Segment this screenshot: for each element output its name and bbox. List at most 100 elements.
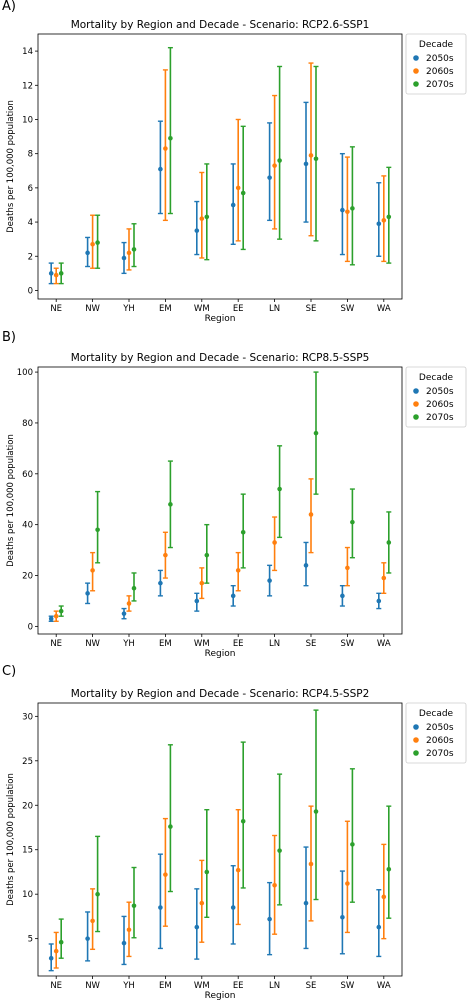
- chart1-point-2050s-EM: [158, 166, 163, 172]
- chart1-point-2050s-EE: [230, 202, 236, 208]
- chart3-ytick-label: 20: [22, 801, 33, 811]
- chart2-point-2060s-WA: [381, 575, 387, 581]
- chart1-plot-frame: [37, 33, 403, 300]
- chart3-point-2050s-YH: [121, 940, 127, 946]
- chart3-xtick-label: WM: [194, 981, 210, 991]
- chart1-point-2060s-WM: [199, 216, 205, 221]
- chart1-point-2070s-EE: [240, 190, 246, 196]
- chart1-point-2070s-YH: [131, 247, 137, 252]
- chart2-point-2070s-NE: [58, 608, 64, 614]
- panel-label-c: C): [2, 664, 17, 679]
- chart2-xtick-label: NE: [50, 639, 62, 649]
- chart1-point-2050s-LN: [267, 175, 272, 180]
- chart1-ytick-label: 14: [22, 47, 33, 57]
- chart1-point-2060s-SE: [308, 153, 314, 158]
- chart1-legend-title: Decade: [419, 40, 454, 50]
- chart3-xtick-label: EM: [159, 981, 172, 991]
- chart1-xtick-label: WA: [377, 304, 391, 314]
- chart3-point-2070s-SW: [350, 842, 355, 847]
- chart1-point-2070s-NW: [95, 240, 100, 245]
- chart1-point-2060s-NE: [53, 272, 59, 278]
- chart3-point-2060s-SE: [308, 861, 314, 867]
- chart3-point-2060s-EE: [235, 867, 241, 873]
- chart3-point-2050s-WM: [194, 924, 200, 930]
- chart3-point-2070s-SE: [313, 809, 319, 814]
- chart1-xlabel: Region: [205, 314, 236, 324]
- chart3-point-2070s-EE: [240, 818, 246, 824]
- chart2-ytick-label: 0: [28, 622, 33, 632]
- chart2-xtick-label: NW: [85, 639, 100, 649]
- chart1-point-2060s-SW: [345, 209, 350, 215]
- chart1-xtick-label: NE: [50, 304, 62, 314]
- chart2-point-2050s-SW: [340, 593, 345, 599]
- chart3-point-2070s-LN: [277, 848, 282, 853]
- chart1-ytick-label: 4: [28, 218, 33, 228]
- chart3-point-2070s-YH: [131, 903, 137, 909]
- chart2-point-2050s-WA: [376, 598, 382, 604]
- chart2-xtick-label: WM: [194, 639, 210, 649]
- chart1-point-2050s-WM: [194, 228, 200, 233]
- chart2-point-2070s-EM: [168, 502, 173, 507]
- chart2-point-2060s-NW: [90, 568, 95, 573]
- chart2-point-2070s-YH: [131, 585, 137, 591]
- chart3-point-2060s-EM: [163, 872, 168, 877]
- chart3-legend-box: [405, 702, 467, 764]
- chart1-point-2070s-WM: [204, 214, 210, 220]
- chart2-xtick-label: EM: [159, 639, 172, 649]
- chart3-xtick-label: NW: [85, 981, 100, 991]
- chart2-point-2070s-SE: [313, 430, 319, 436]
- chart2-point-2050s-EM: [158, 580, 163, 586]
- chart1-point-2060s-YH: [126, 250, 132, 256]
- chart2-legend-label-2070s: 2070s: [426, 413, 454, 423]
- chart3-xtick-label: YH: [122, 981, 135, 991]
- chart1-legend-label-2060s: 2060s: [426, 67, 454, 77]
- panel-label-b: B): [2, 330, 16, 345]
- chart1-point-2060s-EM: [163, 146, 168, 151]
- chart2-point-2070s-EE: [240, 529, 246, 535]
- chart3-point-2070s-WA: [386, 866, 392, 872]
- chart2-legend-label-2050s: 2050s: [426, 387, 454, 397]
- chart3-point-2050s-WA: [376, 924, 382, 930]
- chart3-point-2050s-SW: [340, 915, 345, 920]
- chart3-legend-label-2050s: 2050s: [426, 723, 454, 733]
- chart1-xtick-label: NW: [85, 304, 100, 314]
- chart2-point-2070s-SW: [350, 519, 355, 525]
- chart3-plot-frame: [37, 702, 403, 977]
- chart1-point-2060s-NW: [90, 241, 95, 247]
- chart3-ytick-label: 25: [22, 757, 33, 767]
- chart3-legend-label-2070s: 2070s: [426, 749, 454, 759]
- chart1-title: Mortality by Region and Decade - Scenari…: [71, 19, 370, 31]
- chart2-legend-marker-2070s: [413, 414, 419, 420]
- chart2-xtick-label: SE: [306, 639, 317, 649]
- chart1-legend-label-2070s: 2070s: [426, 80, 454, 90]
- chart1-point-2060s-EE: [235, 185, 241, 191]
- chart2-legend-marker-2060s: [413, 401, 419, 407]
- chart1-point-2050s-WA: [376, 221, 382, 227]
- chart2-xtick-label: WA: [377, 639, 391, 649]
- chart3-legend-marker-2060s: [413, 737, 419, 743]
- chart3-point-2060s-SW: [345, 881, 350, 886]
- chart3-xtick-label: EE: [233, 981, 244, 991]
- chart3-xtick-label: WA: [377, 981, 391, 991]
- chart2-point-2060s-LN: [272, 540, 277, 545]
- chart2-point-2060s-SE: [308, 512, 314, 517]
- chart2-xtick-label: YH: [122, 639, 135, 649]
- chart3-point-2050s-NW: [85, 936, 90, 941]
- chart1-point-2070s-SE: [313, 156, 319, 162]
- chart1-xtick-label: LN: [269, 304, 280, 314]
- chart3-point-2060s-NE: [53, 948, 59, 954]
- chart2-point-2060s-SW: [345, 565, 350, 571]
- chart1-xtick-label: WM: [194, 304, 210, 314]
- chart1-legend-marker-2050s: [413, 55, 419, 61]
- chart1-xtick-label: SW: [340, 304, 354, 314]
- chart3-xtick-label: LN: [269, 981, 280, 991]
- chart2-legend-title: Decade: [419, 373, 454, 383]
- chart3-ytick-label: 15: [22, 846, 33, 856]
- chart2-ytick-label: 80: [22, 419, 33, 429]
- chart2-point-2060s-EE: [235, 568, 241, 573]
- chart3-xtick-label: SE: [306, 981, 317, 991]
- chart2-point-2070s-NW: [95, 527, 100, 533]
- chart3-xlabel: Region: [205, 991, 236, 1000]
- chart1-ytick-label: 2: [28, 252, 33, 262]
